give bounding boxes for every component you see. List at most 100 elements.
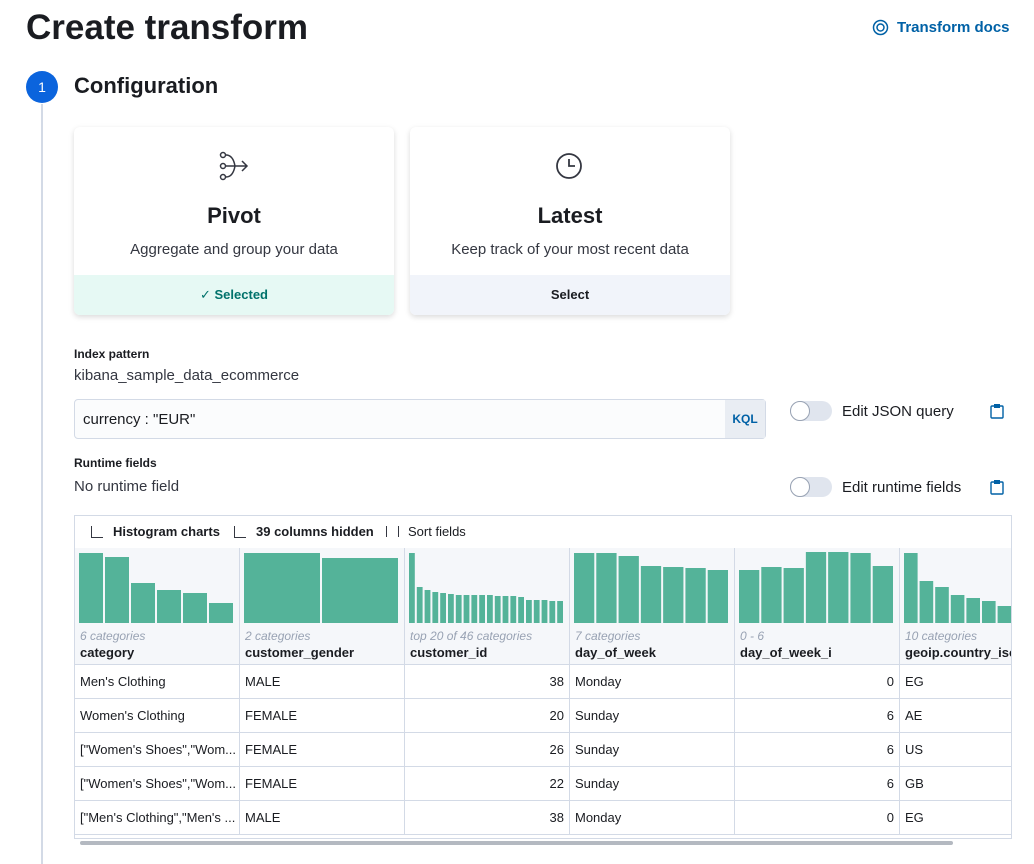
histogram-bar <box>761 567 782 623</box>
histogram-bar <box>872 566 893 623</box>
histogram-bar <box>533 600 540 623</box>
histogram-bar <box>487 595 493 623</box>
toolbar-button[interactable]: Sort fields <box>408 524 466 539</box>
card-title: Latest <box>537 203 603 228</box>
column-header: top 20 of 46 categories customer_id <box>405 548 570 665</box>
column-name: day_of_week <box>575 645 656 660</box>
histogram-bar <box>618 556 639 623</box>
histogram <box>409 553 563 623</box>
copy-icon[interactable] <box>989 403 1005 419</box>
column-header: 10 categories geoip.country_iso_code <box>900 548 1011 665</box>
grid-cell: EG <box>900 665 1011 699</box>
histogram-bar <box>432 592 439 623</box>
grid-cell: 6 <box>735 767 900 801</box>
query-bar[interactable]: currency : "EUR" KQL <box>74 399 766 439</box>
grid-cell: 0 <box>735 665 900 699</box>
histogram-bar <box>244 553 320 623</box>
histogram-caption: 0 - 6 <box>740 629 765 643</box>
histogram-bar <box>157 590 181 623</box>
data-grid: Histogram charts 39 columns hidden Sort fi… <box>74 515 1012 839</box>
grid-cell: 0 <box>735 801 900 835</box>
histogram-bar <box>950 595 965 623</box>
field-label: Runtime fields <box>74 456 157 470</box>
grid-cell: Monday <box>570 665 735 699</box>
histogram-caption: 10 categories <box>905 629 978 643</box>
step-number: 1 <box>26 71 58 103</box>
histogram-bar <box>322 558 398 623</box>
grid-cell: 6 <box>735 699 900 733</box>
card-button[interactable]: Select <box>410 275 730 315</box>
histogram-bar <box>557 601 563 623</box>
histogram-bar <box>416 587 423 623</box>
histogram-bar <box>494 596 501 623</box>
column-name: geoip.country_iso_code <box>905 645 1011 660</box>
column-header: 0 - 6 day_of_week_i <box>735 548 900 665</box>
histogram-bar <box>596 553 617 623</box>
docs-link[interactable]: Transform docs <box>897 19 1010 36</box>
histogram-bar <box>783 568 804 623</box>
card-title: Pivot <box>207 203 261 228</box>
query-text: currency : "EUR" <box>83 411 196 428</box>
toggle-label: Edit runtime fields <box>842 479 962 496</box>
histogram-bar <box>574 553 595 623</box>
card-description: Keep track of your most recent data <box>451 241 689 258</box>
toolbar-icon <box>386 526 399 537</box>
toolbar-button[interactable]: 39 columns hidden <box>256 524 374 539</box>
histogram-caption: 2 categories <box>245 629 311 643</box>
pivot-card[interactable]: Pivot Aggregate and group your data ✓ Se… <box>74 127 394 315</box>
histogram-bar <box>440 593 446 623</box>
kql-button[interactable]: KQL <box>725 400 765 438</box>
grid-cell: 26 <box>405 733 570 767</box>
histogram-bar <box>850 553 871 623</box>
toolbar-button[interactable]: Histogram charts <box>113 524 220 539</box>
histogram-bar <box>805 552 827 623</box>
histogram-bar <box>904 553 918 623</box>
histogram-bar <box>526 600 532 623</box>
docs-icon <box>872 19 889 36</box>
histogram-bar <box>997 606 1011 623</box>
grid-cell: Men's Clothing <box>75 665 240 699</box>
runtime-toggle[interactable] <box>790 477 832 497</box>
grid-cell: EG <box>900 801 1011 835</box>
histogram-bar <box>541 600 548 623</box>
column-name: day_of_week_i <box>740 645 832 660</box>
histogram-bar <box>183 593 207 623</box>
histogram-bar <box>479 595 485 623</box>
histogram-caption: top 20 of 46 categories <box>410 629 533 643</box>
histogram <box>79 553 233 623</box>
histogram <box>574 553 728 623</box>
copy-icon[interactable] <box>989 479 1005 495</box>
column-name: category <box>80 645 135 660</box>
histogram-bar <box>966 598 980 623</box>
grid-cell: Sunday <box>570 699 735 733</box>
grid-cell: FEMALE <box>240 699 405 733</box>
scrollbar[interactable] <box>80 841 953 845</box>
histogram-bar <box>209 603 233 623</box>
histogram-bar <box>919 581 934 623</box>
histogram-bar <box>663 567 684 623</box>
index-pattern: kibana_sample_data_ecommerce <box>74 367 300 384</box>
histogram <box>244 553 398 623</box>
column-header: 6 categories category <box>75 548 240 665</box>
grid-cell: FEMALE <box>240 767 405 801</box>
grid-cell: 38 <box>405 665 570 699</box>
histogram-bar <box>982 601 996 623</box>
button-label: Selected <box>214 287 268 302</box>
histogram-bar <box>79 553 103 623</box>
card-button[interactable]: ✓ Selected <box>74 275 394 315</box>
latest-card[interactable]: Latest Keep track of your most recent da… <box>410 127 730 315</box>
histogram-bar <box>131 583 155 623</box>
column-name: customer_gender <box>245 645 355 660</box>
histogram-bar <box>549 601 556 623</box>
histogram-bar <box>518 597 524 623</box>
grid-cell: Sunday <box>570 767 735 801</box>
grid-cell: 6 <box>735 733 900 767</box>
histogram-bar <box>707 570 728 623</box>
histogram <box>739 552 893 623</box>
grid-toolbar: Histogram charts 39 columns hidden Sort fi… <box>75 516 1011 549</box>
toggle-label: Edit JSON query <box>842 403 954 420</box>
json-toggle[interactable] <box>790 401 832 421</box>
grid-cell: AE <box>900 699 1011 733</box>
grid-cell: FEMALE <box>240 733 405 767</box>
